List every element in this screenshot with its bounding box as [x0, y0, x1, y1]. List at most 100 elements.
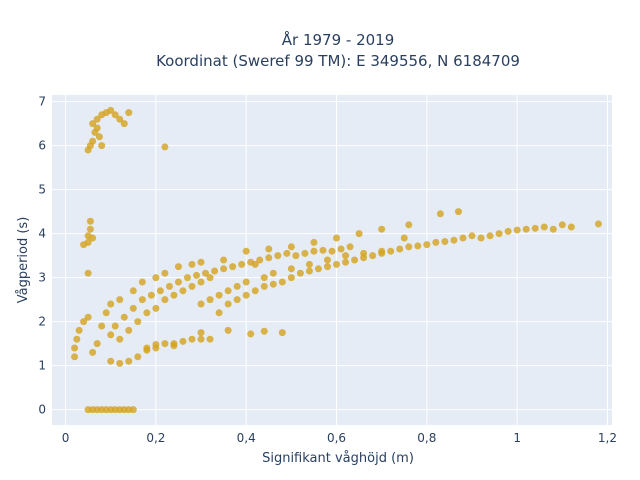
data-point — [143, 344, 151, 352]
data-point — [513, 226, 521, 234]
data-point — [134, 318, 142, 326]
data-point — [147, 291, 155, 299]
data-point — [98, 142, 106, 150]
data-point — [71, 353, 79, 361]
x-tick-label: 0,6 — [327, 431, 346, 445]
data-point — [558, 221, 566, 229]
data-point — [378, 225, 386, 233]
data-point — [80, 318, 88, 326]
data-point — [369, 252, 377, 260]
data-point — [206, 296, 214, 304]
data-point — [220, 256, 228, 264]
data-point — [333, 260, 341, 268]
data-point — [342, 258, 350, 266]
data-point — [152, 340, 160, 348]
data-point — [89, 137, 97, 145]
data-point — [95, 133, 103, 141]
y-tick-label: 6 — [38, 139, 46, 153]
data-point — [165, 282, 173, 290]
data-point — [161, 269, 169, 277]
data-point — [436, 210, 444, 218]
data-point — [215, 309, 223, 317]
data-point — [319, 246, 327, 254]
data-point — [414, 242, 422, 250]
y-tick-labels: 0 1 2 3 4 5 6 7 — [38, 95, 46, 417]
data-point — [197, 300, 205, 308]
data-point — [265, 254, 273, 262]
data-point — [206, 274, 214, 282]
data-point — [314, 265, 322, 273]
data-point — [116, 296, 124, 304]
data-point — [477, 234, 485, 242]
data-point — [328, 247, 336, 255]
y-tick-label: 0 — [38, 403, 46, 417]
data-point — [396, 245, 404, 253]
data-point — [188, 335, 196, 343]
data-point — [337, 245, 345, 253]
x-axis-title: Signifikant våghöjd (m) — [262, 451, 414, 466]
data-point — [197, 278, 205, 286]
data-point — [346, 243, 354, 251]
y-tick-label: 1 — [38, 359, 46, 373]
data-point — [238, 260, 246, 268]
chart-title-line-1: År 1979 - 2019 — [282, 30, 395, 49]
data-point — [256, 256, 264, 264]
data-point — [274, 252, 282, 260]
data-point — [138, 296, 146, 304]
data-point — [242, 278, 250, 286]
data-point — [522, 225, 530, 233]
data-point — [531, 224, 539, 232]
data-point — [504, 227, 512, 235]
data-point — [111, 111, 119, 119]
data-point — [260, 282, 268, 290]
y-tick-label: 7 — [38, 95, 46, 109]
data-point — [188, 282, 196, 290]
data-point — [75, 326, 83, 334]
data-point — [301, 249, 309, 257]
data-point — [107, 106, 115, 114]
data-point — [454, 208, 462, 216]
data-point — [310, 238, 318, 246]
data-point — [247, 330, 255, 338]
data-point — [161, 296, 169, 304]
data-point — [98, 322, 106, 330]
data-point — [179, 337, 187, 345]
data-point — [152, 274, 160, 282]
data-point — [93, 340, 101, 348]
data-point — [125, 326, 133, 334]
data-point — [287, 265, 295, 273]
data-point — [93, 124, 101, 132]
x-tick-label: 0,4 — [237, 431, 256, 445]
y-tick-label: 2 — [38, 315, 46, 329]
data-point — [102, 309, 110, 317]
data-point — [138, 278, 146, 286]
data-point — [116, 115, 124, 123]
data-point — [183, 274, 191, 282]
data-point — [197, 258, 205, 266]
data-point — [486, 232, 494, 240]
data-point — [242, 247, 250, 255]
data-point — [73, 335, 81, 343]
data-point — [549, 225, 557, 233]
data-point — [247, 258, 255, 266]
data-point — [134, 353, 142, 361]
data-point — [233, 282, 241, 290]
data-point — [310, 247, 318, 255]
x-tick-label: 1 — [513, 431, 521, 445]
data-point — [323, 263, 331, 271]
data-point — [107, 300, 115, 308]
data-point — [323, 256, 331, 264]
data-point — [215, 291, 223, 299]
x-tick-label: 0,2 — [146, 431, 165, 445]
data-point — [278, 329, 286, 337]
data-point — [211, 267, 219, 275]
data-point — [174, 263, 182, 271]
data-point — [129, 406, 137, 414]
data-point — [260, 274, 268, 282]
data-point — [378, 247, 386, 255]
data-point — [355, 230, 363, 238]
data-point — [387, 247, 395, 255]
data-point — [174, 278, 182, 286]
data-point — [351, 256, 359, 264]
